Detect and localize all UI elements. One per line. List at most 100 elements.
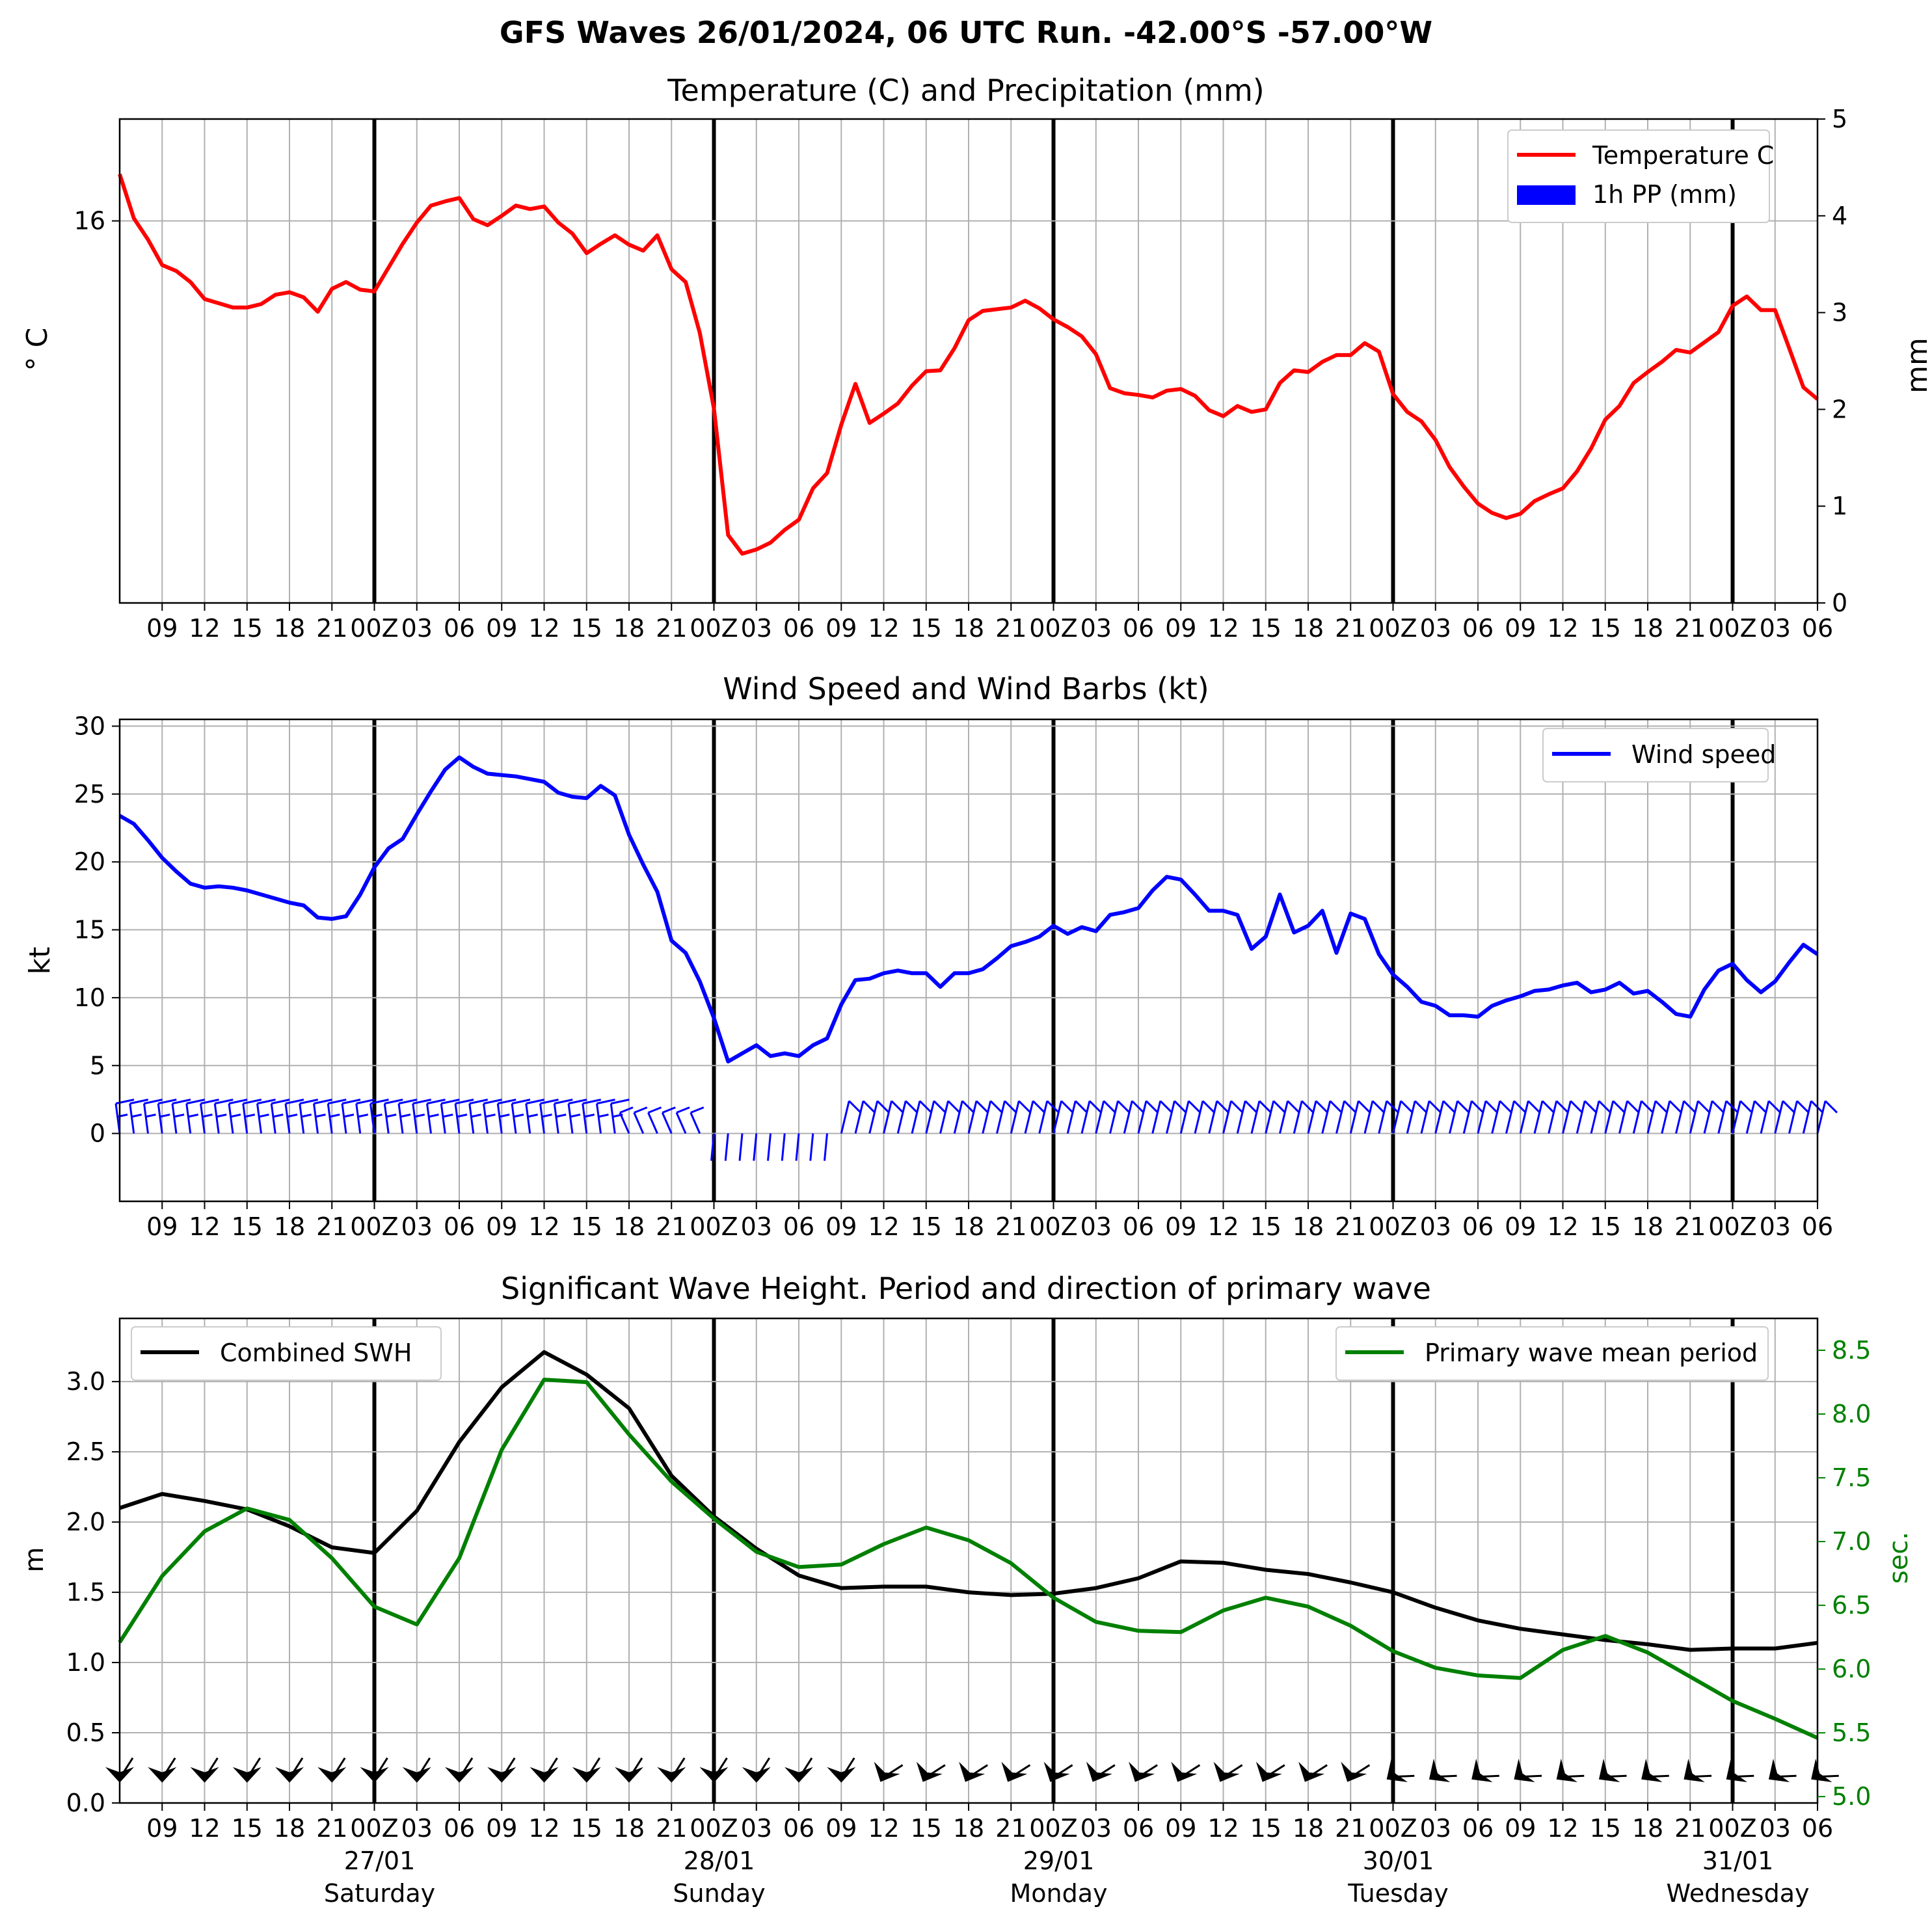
x-tick-label: 06 xyxy=(1123,614,1154,643)
wave-direction-arrow xyxy=(1171,1761,1201,1782)
x-tick-label: 06 xyxy=(783,614,814,643)
x-tick-label: 12 xyxy=(1207,1212,1239,1241)
wind-barb xyxy=(1745,1100,1767,1134)
arrow-head xyxy=(487,1767,517,1783)
wind-barb xyxy=(426,1099,446,1134)
wind-barb xyxy=(1066,1100,1088,1134)
temperature-legend: Temperature C 1h PP (mm) xyxy=(1507,129,1774,223)
wind-barb xyxy=(1236,1100,1258,1134)
x-tick-label: 03 xyxy=(1080,1212,1112,1241)
arrow-head xyxy=(1641,1758,1663,1782)
wind-barbs xyxy=(114,1099,1838,1161)
wind-barb xyxy=(661,1106,676,1134)
date-label: 28/01 xyxy=(684,1847,755,1875)
wave-direction-arrow xyxy=(445,1757,474,1783)
arrow-tail xyxy=(844,1757,855,1773)
arrow-tail xyxy=(674,1757,686,1773)
wind-barb xyxy=(1519,1100,1541,1134)
arrow-head xyxy=(190,1767,219,1783)
x-tick-label: 06 xyxy=(783,1212,814,1241)
y-tick-label: 7.5 xyxy=(1832,1463,1871,1492)
y-tick-label: 2.0 xyxy=(66,1508,105,1536)
plot-frame xyxy=(118,118,1819,604)
x-tick-label: 21 xyxy=(1674,1212,1706,1241)
y-tick-label: 6.5 xyxy=(1832,1591,1871,1620)
y-tick-label: 1.5 xyxy=(66,1578,105,1607)
wind-barb xyxy=(256,1099,276,1134)
x-tick-label: 09 xyxy=(486,614,517,643)
wind-barb xyxy=(355,1099,375,1134)
x-tick-label: 18 xyxy=(1293,614,1324,643)
wave-ticks: 09 12 15 18 21 00Z 03 06 09 12 15 18 21 00Z 03 06 09 12 15… xyxy=(66,1317,1871,1908)
wind-barb xyxy=(1661,1100,1682,1134)
arrow-head xyxy=(317,1767,347,1783)
x-tick-label: 12 xyxy=(868,614,899,643)
wind-barb xyxy=(1250,1100,1272,1134)
x-tick-label: 06 xyxy=(1462,614,1494,643)
wind-barb xyxy=(129,1099,149,1134)
wind-barb xyxy=(1717,1100,1739,1134)
wind-barb xyxy=(596,1099,615,1134)
figure-title: GFS Waves 26/01/2024, 06 UTC Run. -42.00… xyxy=(500,15,1432,50)
x-tick-label: 06 xyxy=(444,1212,475,1241)
x-tick-label: 00Z xyxy=(1708,614,1756,643)
wind-barb xyxy=(738,1133,744,1161)
x-tick-label: 18 xyxy=(613,1212,645,1241)
x-tick-label: 03 xyxy=(1760,1814,1791,1843)
x-tick-label: 12 xyxy=(1547,1814,1578,1843)
wave-direction-arrow xyxy=(916,1761,946,1782)
y-tick-label: 3 xyxy=(1832,299,1847,327)
arrow-tail xyxy=(1482,1774,1499,1778)
wind-speed-line xyxy=(118,755,1819,1063)
x-tick-label: 06 xyxy=(1123,1814,1154,1843)
wave-direction-arrow xyxy=(1255,1761,1285,1782)
wave-direction-arrows xyxy=(105,1757,1839,1783)
x-tick-label: 00Z xyxy=(350,1814,398,1843)
x-tick-label: 18 xyxy=(1293,1814,1324,1843)
wind-barb xyxy=(1774,1100,1795,1134)
arrow-tail xyxy=(122,1757,134,1773)
wind-barb xyxy=(1194,1100,1216,1134)
wind-barb xyxy=(483,1099,502,1134)
arrow-tail xyxy=(1524,1774,1542,1778)
wind-barb xyxy=(228,1099,248,1134)
arrow-head xyxy=(1298,1761,1325,1782)
x-tick-label: 12 xyxy=(528,1212,559,1241)
arrow-tail xyxy=(334,1757,346,1773)
x-tick-label: 21 xyxy=(316,614,347,643)
wind-barb xyxy=(313,1099,332,1134)
wind-barb xyxy=(1675,1100,1697,1134)
arrow-head xyxy=(874,1761,900,1782)
wind-barb xyxy=(724,1133,729,1161)
wave-direction-arrow xyxy=(1386,1758,1415,1782)
wind-barb xyxy=(454,1099,474,1134)
x-tick-label: 18 xyxy=(1632,1212,1663,1241)
wave-height-ylabel: m xyxy=(20,1547,49,1573)
precip-ylabel: mm xyxy=(1901,338,1932,394)
x-tick-label: 06 xyxy=(444,614,475,643)
wave-direction-arrow xyxy=(657,1757,686,1783)
wave-direction-arrow xyxy=(275,1757,304,1783)
x-tick-label: 21 xyxy=(1335,1212,1366,1241)
x-tick-label: 06 xyxy=(1802,1212,1833,1241)
arrow-tail xyxy=(589,1757,601,1773)
y-tick-label: 5 xyxy=(90,1051,105,1080)
wave-direction-arrow xyxy=(1726,1758,1754,1782)
wind-barb xyxy=(496,1099,517,1134)
x-tick-label: 12 xyxy=(868,1814,899,1843)
wind-barb xyxy=(1307,1100,1329,1134)
wind-barb xyxy=(1179,1100,1201,1134)
x-tick-label: 09 xyxy=(1505,1814,1536,1843)
wave-direction-arrow xyxy=(1043,1761,1073,1782)
wind-ylabel: kt xyxy=(23,947,57,975)
wind-barb xyxy=(675,1106,690,1134)
wind-barb xyxy=(753,1133,758,1161)
x-tick-label: 09 xyxy=(146,614,178,643)
x-tick-label: 18 xyxy=(274,1212,305,1241)
x-tick-label: 18 xyxy=(274,614,305,643)
wind-barb xyxy=(690,1106,704,1134)
wave-direction-arrow xyxy=(1086,1761,1116,1782)
wind-barb xyxy=(1462,1100,1484,1134)
day-label: Monday xyxy=(1010,1879,1107,1908)
wind-barb xyxy=(911,1100,933,1134)
